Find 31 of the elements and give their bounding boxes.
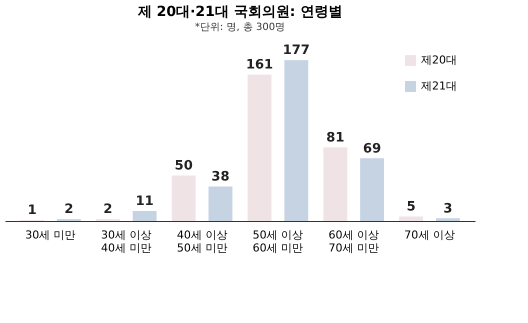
data-label: 2 [103,202,112,218]
data-label: 161 [246,58,274,73]
data-label: 1 [28,203,37,218]
bar [323,147,348,221]
data-label: 5 [406,199,416,214]
data-label: 177 [282,43,310,58]
x-tick-label: 60세 이상 70세 미만 [328,228,379,254]
chart-subtitle: *단위: 명, 총 300명 [194,22,286,33]
bar [172,176,196,221]
data-label: 69 [363,141,382,156]
data-label: 2 [64,202,74,218]
bar [284,60,308,221]
legend-label: 제21대 [421,80,457,92]
x-tick-label: 70세 이상 [404,228,455,242]
data-label: 3 [443,201,452,216]
x-tick-label: 40세 이상 50세 미만 [176,228,228,254]
x-tick-label: 30세 이상 40세 미만 [101,228,152,254]
data-label: 38 [211,169,230,184]
chart-title: 제 20대·21대 국회의원: 연령별 [136,4,342,20]
bar [436,218,460,221]
data-label: 81 [326,130,344,146]
bar [248,74,272,221]
x-tick-label: 50세 이상 60세 미만 [252,228,304,254]
bar [360,158,384,221]
legend-label: 제20대 [421,54,457,66]
bar [208,186,232,221]
x-tick-label: 30세 미만 [25,228,76,242]
bar [399,216,424,221]
bar [132,211,157,221]
data-label: 11 [136,194,154,209]
data-label: 50 [174,158,193,174]
